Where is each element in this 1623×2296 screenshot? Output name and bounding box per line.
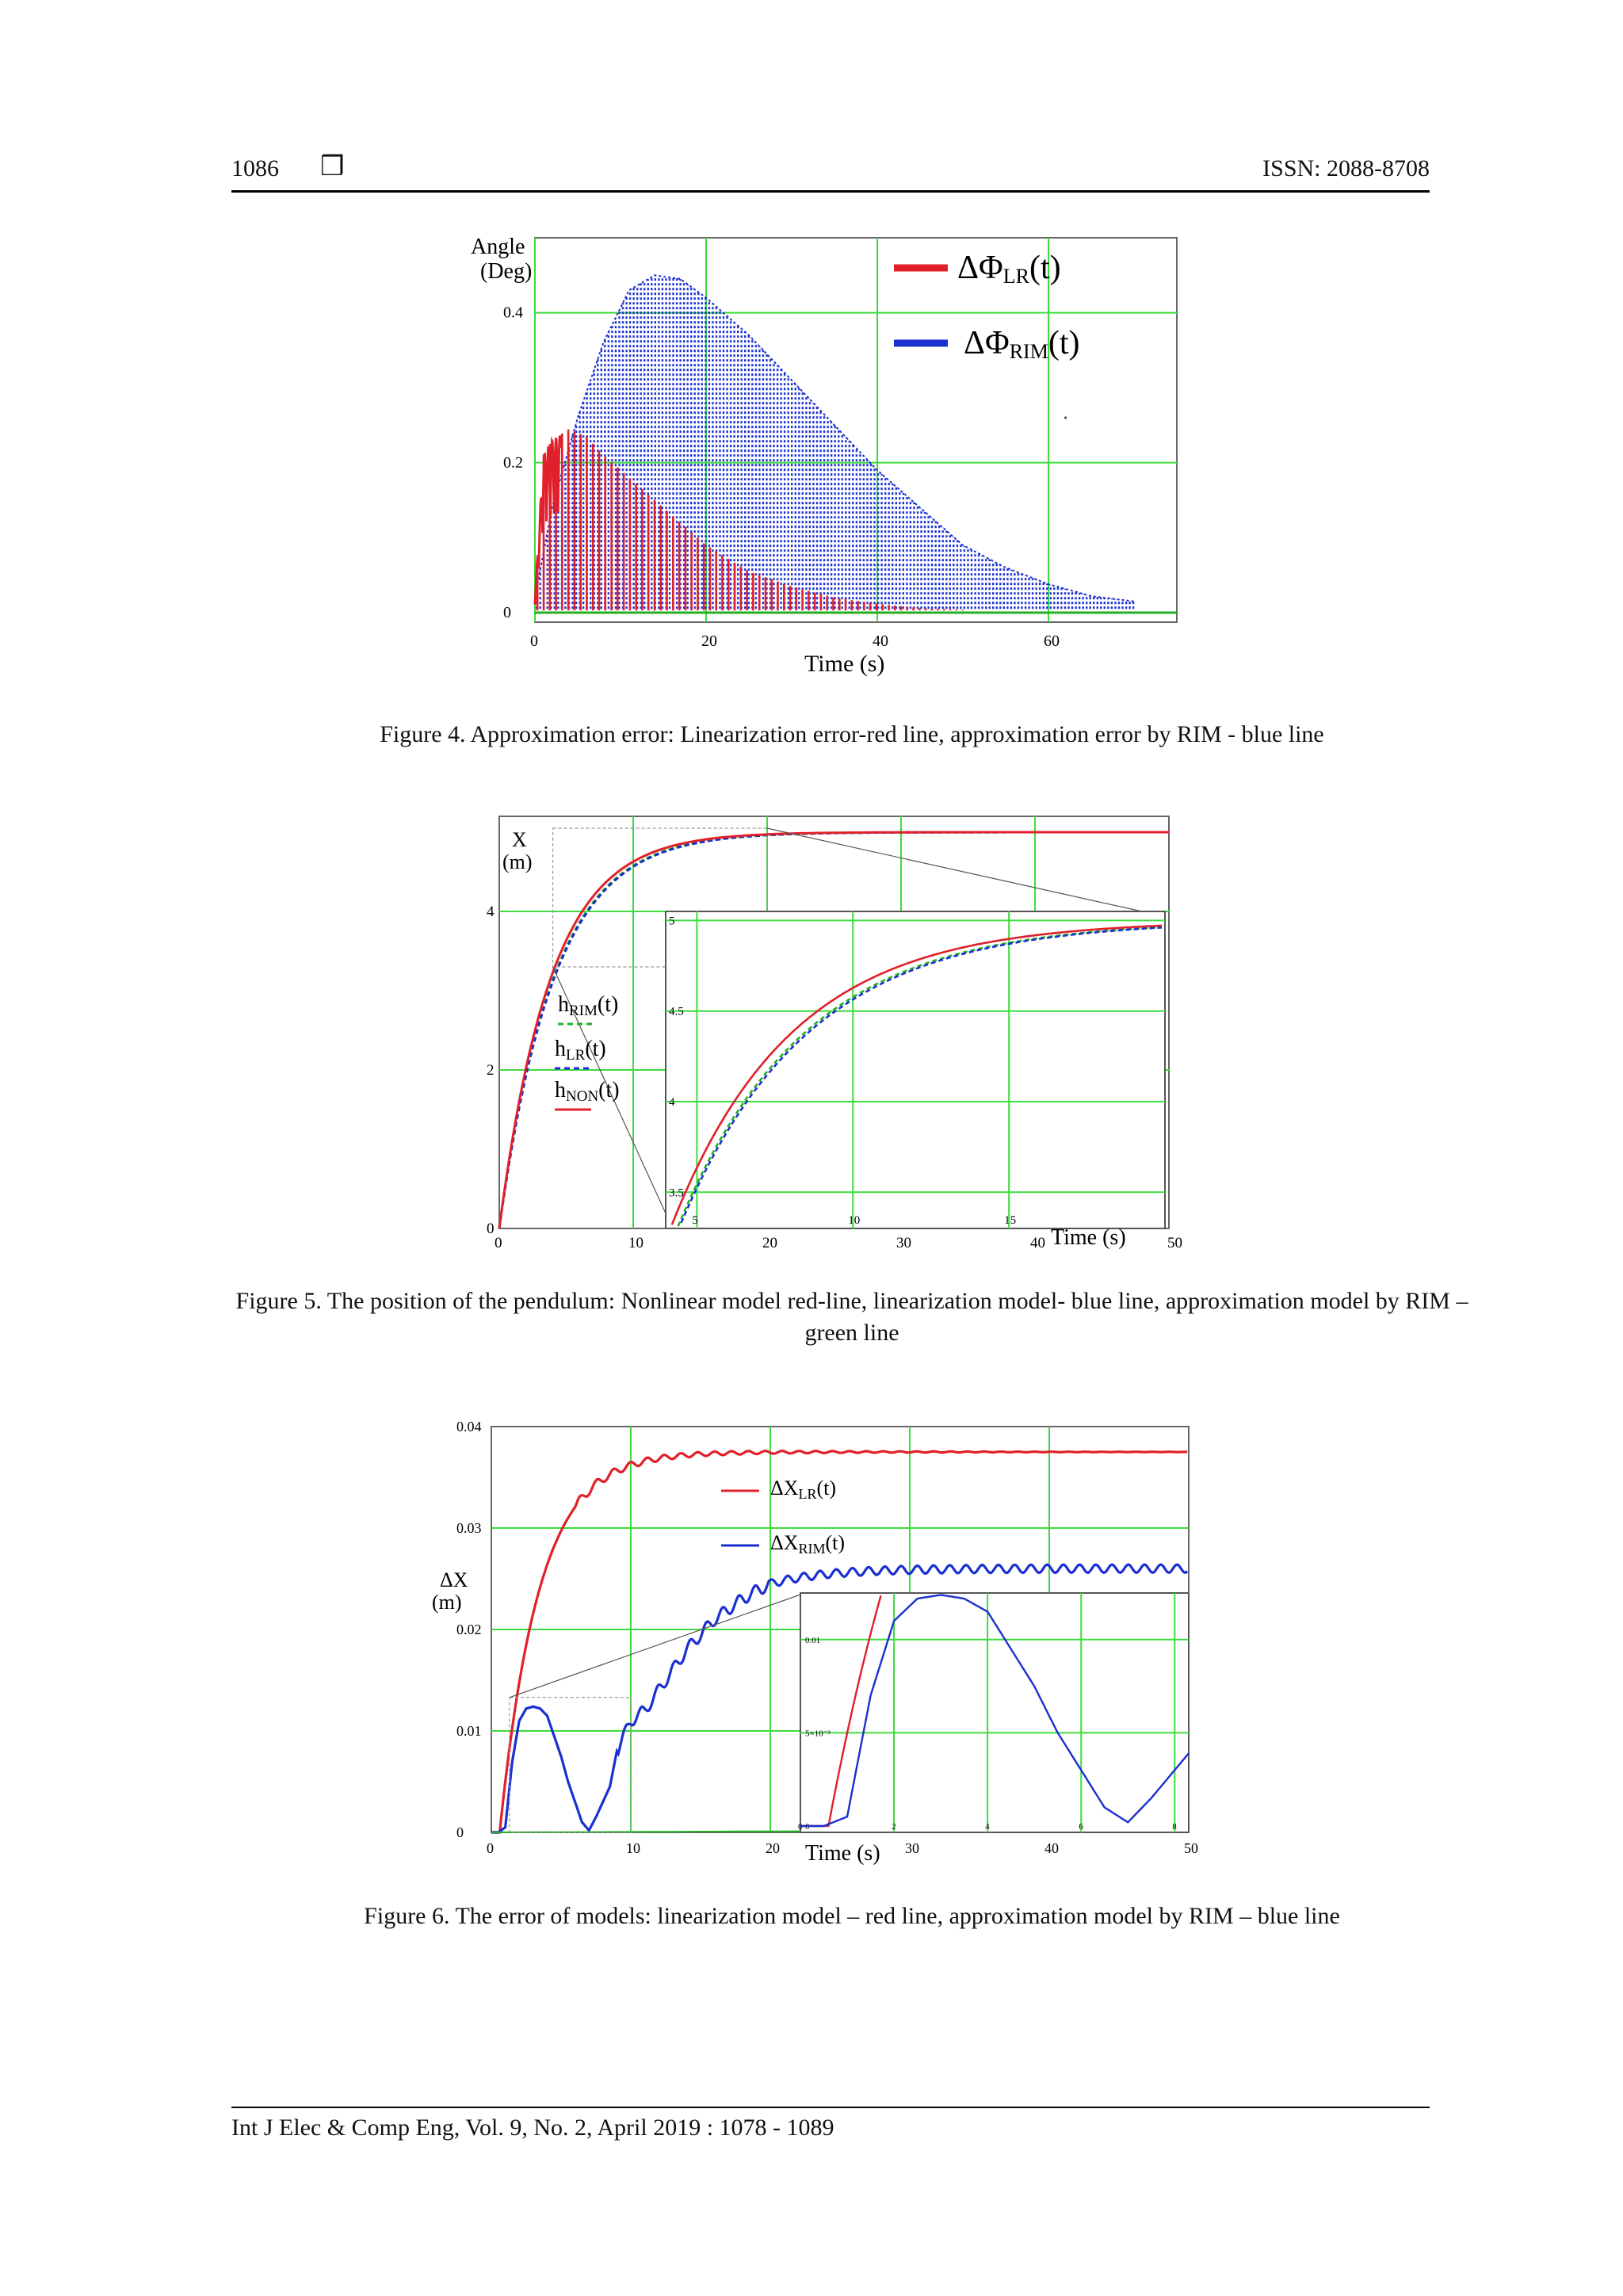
figure-4-caption: Figure 4. Approximation error: Lineariza… <box>380 721 1324 747</box>
footer-citation: Int J Elec & Comp Eng, Vol. 9, No. 2, Ap… <box>231 2115 834 2141</box>
f6-xtick: 20 <box>766 1840 780 1856</box>
f5-zoom-connector <box>766 827 1164 917</box>
f6-inset-xtick: 8 <box>1172 1822 1177 1832</box>
f5-xtick: 10 <box>628 1235 643 1251</box>
f6-ytick: 0 <box>456 1824 464 1840</box>
f6-inset-frame <box>800 1592 1190 1833</box>
f5-ytick: 2 <box>487 1062 495 1079</box>
f4-xlabel: Time (s) <box>804 651 884 677</box>
f4-series-lr-initial <box>533 435 562 605</box>
f6-zoom-lines <box>509 1594 801 1833</box>
figure-5-chart: 0 10 20 30 40 50 0 2 4 X (m) hRIM(t) hLR(t) hNON… <box>487 816 1182 1251</box>
f5-inset-ytick: 4 <box>669 1096 675 1109</box>
f5-inset-ytick: 3.5 <box>669 1186 684 1199</box>
f5-xtick: 40 <box>1030 1235 1045 1251</box>
f6-ylabel-1: ΔX <box>440 1568 468 1591</box>
f6-inset-xtick: 6 <box>1079 1822 1083 1832</box>
f5-zoom-lines <box>552 827 1164 1224</box>
f6-inset-ytick: 0.01 <box>805 1636 820 1645</box>
f6-xtick: 50 <box>1184 1840 1198 1856</box>
f5-inset-ytick: 4.5 <box>669 1006 684 1018</box>
f4-ylabel-2: (Deg) <box>480 259 532 284</box>
f5-inset-ytick: 5 <box>669 915 675 927</box>
f5-series-non <box>498 831 1169 1229</box>
f4-ytick: 0.2 <box>503 454 523 472</box>
f5-zoom-box <box>552 827 768 968</box>
f4-ytick: 0.4 <box>503 304 523 322</box>
figure-4-chart: Angle (Deg) 0 20 40 60 0 0.2 0.4 Time (s) ΔΦLR… <box>471 235 1178 677</box>
f4-legend-label-lr: ΔΦLR(t) <box>957 250 1061 288</box>
f4-series-lr <box>536 429 964 611</box>
f6-inset-xtick: 2 <box>892 1822 896 1832</box>
f6-legend-label-rim: ΔXRIM(t) <box>770 1531 845 1557</box>
f6-ytick: 0.02 <box>456 1622 482 1637</box>
box-icon: ❒ <box>320 152 345 181</box>
f6-ylabel-2: (m) <box>432 1591 462 1614</box>
f4-legend-label-rim: ΔΦRIM(t) <box>964 325 1080 363</box>
figure-5-caption: Figure 5. The position of the pendulum: … <box>235 1288 1468 1346</box>
f5-ytick: 0 <box>487 1221 495 1237</box>
f4-plot-area <box>533 274 1135 611</box>
f5-zoom-connector <box>552 966 671 1224</box>
f6-inset: 0 2 4 6 805×10⁻³0.01 <box>798 1592 1190 1833</box>
f6-xtick: 0 <box>487 1840 494 1856</box>
figure-6-caption: Figure 6. The error of models: lineariza… <box>364 1903 1340 1929</box>
f4-xtick: 40 <box>873 632 888 650</box>
f6-xtick: 40 <box>1044 1840 1059 1856</box>
f6-legend-label-lr: ΔXLR(t) <box>770 1477 836 1502</box>
f5-ytick: 4 <box>487 904 495 920</box>
f5-legend-label-lr: hLR(t) <box>555 1037 606 1064</box>
f5-xtick: 30 <box>896 1235 911 1251</box>
f6-inset-series-rim <box>800 1594 1190 1828</box>
f6-legend: ΔXLR(t) ΔXRIM(t) <box>721 1477 845 1557</box>
f6-ytick: 0.03 <box>456 1520 482 1536</box>
f5-legend-label-rim: hRIM(t) <box>558 992 618 1019</box>
f5-ticks: 0 10 20 30 40 50 0 2 4 <box>487 904 1182 1251</box>
page-number: 1086 <box>231 155 279 181</box>
f6-xtick: 10 <box>626 1840 640 1856</box>
f5-inset-frame <box>665 911 1166 1229</box>
footer-rule <box>231 2107 1430 2108</box>
f5-xtick: 50 <box>1167 1235 1182 1251</box>
f5-plot-area <box>498 831 1169 1229</box>
f6-zoom-connector <box>509 1594 801 1698</box>
f4-ticks: 0 20 40 60 0 0.2 0.4 <box>503 304 1060 650</box>
f5-legend-label-non: hNON(t) <box>555 1078 620 1105</box>
f6-series-rim <box>491 1563 1189 1834</box>
f6-xlabel: Time (s) <box>805 1841 880 1866</box>
f5-xtick: 0 <box>495 1235 502 1251</box>
f4-xtick: 60 <box>1044 632 1060 650</box>
f5-ylabel-2: (m) <box>502 850 533 873</box>
f5-inset-xtick: 10 <box>848 1214 860 1227</box>
f6-zoom-box <box>509 1697 632 1833</box>
issn-label: ISSN: 2088-8708 <box>1262 155 1430 181</box>
f4-ytick: 0 <box>503 604 511 621</box>
f6-inset-ytick: 5×10⁻³ <box>805 1729 831 1738</box>
f6-ytick: 0.04 <box>456 1419 482 1435</box>
f4-xtick: 20 <box>701 632 717 650</box>
f4-dot <box>1064 416 1067 419</box>
f5-ylabel-1: X <box>512 828 527 851</box>
figure-6-chart: 0 10 20 30 40 50 0 0.01 0.02 0.03 0.04 ΔX (m) ΔXLR… <box>432 1419 1198 1866</box>
f5-inset-series-lr <box>680 926 1163 1224</box>
f5-inset: 5 10 15 3.5 4 4.5 5 <box>665 911 1166 1229</box>
f5-inset-xtick: 15 <box>1004 1214 1016 1227</box>
f4-grid <box>534 238 1177 622</box>
f5-inset-series-non <box>670 924 1163 1225</box>
f5-inset-xtick: 5 <box>692 1214 698 1227</box>
f5-xlabel: Time (s) <box>1051 1225 1126 1250</box>
f6-ticks: 0 10 20 30 40 50 0 0.01 0.02 0.03 0.04 <box>456 1419 1198 1856</box>
f6-inset-xtick: 4 <box>985 1822 990 1832</box>
f6-xtick: 30 <box>905 1840 919 1856</box>
f5-xtick: 20 <box>762 1235 777 1251</box>
f6-ytick: 0.01 <box>456 1723 482 1739</box>
f4-ylabel-1: Angle <box>471 235 525 259</box>
f4-xtick: 0 <box>530 632 538 650</box>
f5-legend: hRIM(t) hLR(t) hNON(t) <box>555 992 620 1111</box>
f6-series-lr <box>491 1450 1188 1834</box>
f4-series-rim-envelope <box>534 274 1135 602</box>
f4-legend: ΔΦLR(t) ΔΦRIM(t) <box>894 250 1080 363</box>
header-rule <box>231 190 1430 193</box>
